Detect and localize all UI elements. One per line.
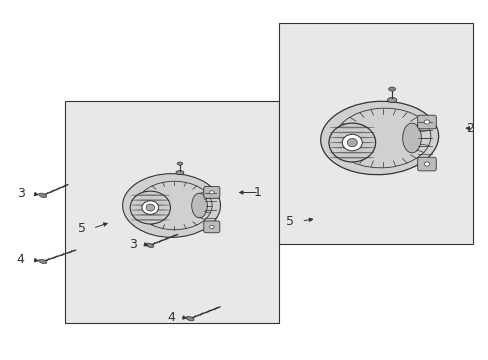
Ellipse shape (342, 134, 362, 151)
Ellipse shape (191, 193, 207, 218)
Ellipse shape (402, 123, 421, 153)
Ellipse shape (329, 157, 374, 158)
Text: 5: 5 (77, 222, 85, 235)
Ellipse shape (329, 127, 374, 128)
Ellipse shape (329, 132, 374, 133)
Text: 4: 4 (167, 311, 175, 324)
Ellipse shape (423, 120, 429, 124)
FancyBboxPatch shape (203, 186, 220, 198)
Bar (278, 23, 472, 244)
Ellipse shape (386, 98, 396, 103)
Ellipse shape (130, 209, 169, 211)
Ellipse shape (122, 174, 220, 237)
Text: 4: 4 (17, 253, 25, 266)
Text: 5: 5 (285, 215, 293, 228)
FancyBboxPatch shape (203, 221, 220, 233)
Ellipse shape (209, 225, 214, 229)
Ellipse shape (329, 137, 374, 138)
Bar (64, 102, 278, 323)
Text: 3: 3 (17, 187, 25, 200)
Ellipse shape (130, 219, 169, 221)
FancyBboxPatch shape (417, 115, 435, 129)
Ellipse shape (145, 243, 153, 248)
Ellipse shape (39, 193, 46, 198)
Ellipse shape (177, 162, 183, 165)
Ellipse shape (39, 259, 47, 264)
Ellipse shape (346, 139, 357, 147)
Ellipse shape (423, 162, 429, 166)
Ellipse shape (388, 87, 395, 91)
Ellipse shape (130, 191, 170, 224)
Ellipse shape (130, 194, 169, 196)
Ellipse shape (209, 191, 214, 194)
Ellipse shape (130, 204, 169, 206)
Ellipse shape (329, 147, 374, 148)
Ellipse shape (185, 316, 194, 321)
Ellipse shape (328, 123, 375, 162)
Text: 2: 2 (465, 122, 473, 135)
Ellipse shape (146, 204, 154, 211)
Ellipse shape (142, 201, 159, 214)
Ellipse shape (320, 101, 438, 175)
Ellipse shape (130, 199, 169, 201)
Ellipse shape (130, 214, 169, 216)
Ellipse shape (176, 171, 183, 175)
Text: 3: 3 (128, 238, 136, 251)
Ellipse shape (329, 152, 374, 153)
Ellipse shape (329, 142, 374, 143)
FancyBboxPatch shape (417, 157, 435, 171)
Text: 1: 1 (253, 186, 261, 199)
